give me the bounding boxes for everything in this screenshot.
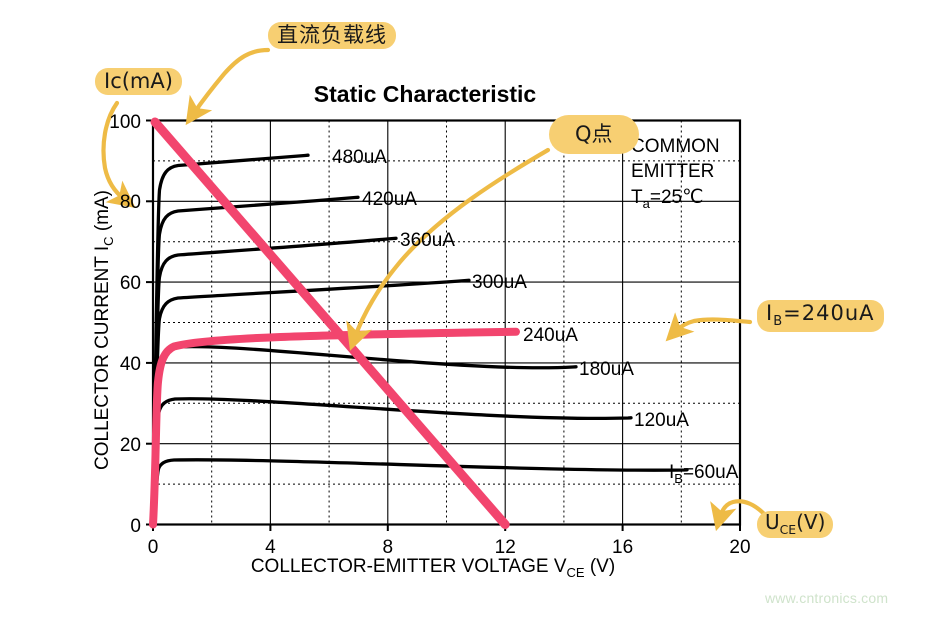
ib-inline-sub: B <box>674 471 683 486</box>
plot-note: COMMON EMITTER Ta=25℃ <box>631 136 720 211</box>
annotation-uce-axis: UCE(V) <box>757 510 834 539</box>
plot-note-line2: EMITTER <box>631 161 714 182</box>
y-tick-100: 100 <box>109 112 141 133</box>
y-axis-title-sym: I <box>92 246 113 251</box>
x-tick-20: 20 <box>729 537 750 558</box>
x-tick-4: 4 <box>265 537 276 558</box>
curve-label-60ua: IB=60uA <box>669 462 739 486</box>
curve-240ua-highlighted <box>149 327 520 529</box>
annotation-dc-load-line: 直流负载线 <box>268 22 396 50</box>
plot-note-val: =25℃ <box>650 187 704 208</box>
x-tick-16: 16 <box>612 537 633 558</box>
y-tick-60: 60 <box>120 273 141 294</box>
annotation-ic-axis: Ic(mA) <box>95 68 182 96</box>
plot-note-sub: a <box>643 196 651 211</box>
curve-label-120ua: 120uA <box>634 410 689 431</box>
y-tick-labels: 100 80 60 40 20 0 <box>109 112 141 537</box>
ib-subscript: B <box>773 314 784 330</box>
uce-subscript: CE <box>779 522 797 537</box>
plot-note-line3: Ta=25℃ <box>631 187 703 211</box>
arrow-loadline <box>185 47 271 126</box>
curve-300ua <box>151 278 471 527</box>
y-tick-40: 40 <box>120 354 141 375</box>
y-axis-title-sub: C <box>101 236 116 245</box>
curve-label-420ua: 420uA <box>362 189 417 210</box>
annotation-ib-value: IB=240uA <box>757 300 884 332</box>
x-axis-title-sym: V <box>554 556 567 577</box>
x-tick-8: 8 <box>383 537 394 558</box>
annotation-arrows <box>101 47 769 532</box>
curve-label-240ua: 240uA <box>523 325 578 346</box>
curve-60ua <box>151 458 689 527</box>
curve-end-labels: 480uA 420uA 360uA 300uA 240uA 180uA 120u… <box>332 147 739 486</box>
curve-360ua <box>151 236 398 527</box>
x-tick-labels: 0 4 8 12 16 20 <box>148 537 751 558</box>
x-axis-title-sub: CE <box>567 565 585 580</box>
annotation-q-point: Q点 <box>549 115 639 155</box>
arrow-qpoint <box>346 147 551 351</box>
y-axis-title-unit: (mA) <box>92 190 113 231</box>
dc-load-line <box>150 117 510 529</box>
y-axis-title-main: COLLECTOR CURRENT <box>92 256 113 470</box>
y-axis-title: COLLECTOR CURRENT IC (mA) <box>92 190 116 470</box>
x-tick-0: 0 <box>148 537 159 558</box>
plot-note-line1: COMMON <box>631 136 720 157</box>
uce-prefix: U <box>765 510 780 534</box>
curve-label-360ua: 360uA <box>400 230 455 251</box>
ib-inline-suffix: =60uA <box>683 462 739 483</box>
arrow-uce-axis <box>710 499 769 532</box>
y-tick-80: 80 <box>120 192 141 213</box>
curve-180ua <box>151 344 578 527</box>
curve-label-480ua: 480uA <box>332 147 387 168</box>
ib-inline-prefix: I <box>669 462 674 483</box>
y-tick-20: 20 <box>120 435 141 456</box>
curve-label-300ua: 300uA <box>472 272 527 293</box>
x-axis-title-unit: (V) <box>590 556 615 577</box>
y-tick-0: 0 <box>130 516 141 537</box>
x-tick-12: 12 <box>495 537 516 558</box>
watermark: www.cntronics.com <box>765 590 889 606</box>
ib-value: =240uA <box>783 301 875 325</box>
page-title: Static Characteristic <box>314 81 537 107</box>
plot-note-sym: T <box>631 187 643 208</box>
curve-label-180ua: 180uA <box>579 359 634 380</box>
arrow-ic-axis <box>101 100 136 209</box>
x-axis-title-main: COLLECTOR-EMITTER VOLTAGE <box>251 556 549 577</box>
uce-suffix: (V) <box>796 510 826 534</box>
arrow-ib-label <box>665 312 753 342</box>
x-axis-title: COLLECTOR-EMITTER VOLTAGE VCE (V) <box>251 556 615 580</box>
curve-420ua <box>151 195 360 527</box>
ib-prefix: I <box>766 301 774 325</box>
